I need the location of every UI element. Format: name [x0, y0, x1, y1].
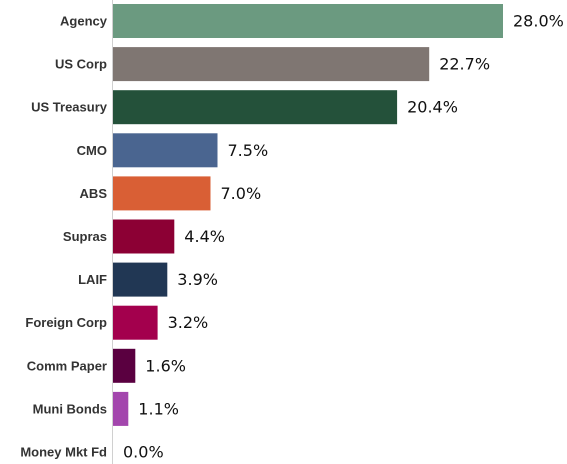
bar-agency	[113, 4, 503, 38]
value-label: 7.5%	[228, 141, 269, 160]
bar-muni-bonds	[113, 391, 129, 426]
bar-supras	[113, 219, 175, 254]
bar-laif	[113, 262, 168, 297]
bar-us-corp	[113, 47, 430, 82]
bar-cmo	[113, 133, 218, 168]
category-label: CMO	[77, 143, 107, 158]
value-label: 0.0%	[123, 443, 164, 462]
bar-us-treasury	[113, 90, 398, 125]
value-label: 3.9%	[177, 270, 218, 289]
category-label: Foreign Corp	[25, 315, 107, 330]
value-label: 1.1%	[138, 399, 179, 418]
value-label: 1.6%	[145, 356, 186, 375]
category-label: ABS	[80, 186, 108, 201]
bar-foreign-corp	[113, 305, 158, 340]
category-label: US Treasury	[31, 100, 108, 115]
bar-comm-paper	[113, 348, 136, 383]
category-label: Agency	[60, 14, 108, 29]
category-label: Supras	[63, 229, 107, 244]
value-label: 20.4%	[407, 98, 458, 117]
category-label: Money Mkt Fd	[20, 445, 107, 460]
value-label: 4.4%	[184, 227, 225, 246]
value-label: 3.2%	[168, 313, 209, 332]
category-label: Comm Paper	[27, 358, 107, 373]
value-label: 7.0%	[221, 184, 262, 203]
category-label: US Corp	[55, 57, 107, 72]
category-label: LAIF	[78, 272, 107, 287]
value-labels-group: 28.0% 22.7% 20.4% 7.5% 7.0% 4.4% 3.9% 3.2% 1.6% 1…	[123, 12, 564, 462]
category-labels-group: Agency US Corp US Treasury CMO ABS Supras LAIF…	[20, 14, 107, 460]
category-label: Muni Bonds	[33, 401, 107, 416]
bars-group	[113, 4, 503, 426]
bar-abs	[113, 176, 211, 211]
value-label: 22.7%	[439, 55, 490, 74]
value-label: 28.0%	[513, 12, 564, 31]
